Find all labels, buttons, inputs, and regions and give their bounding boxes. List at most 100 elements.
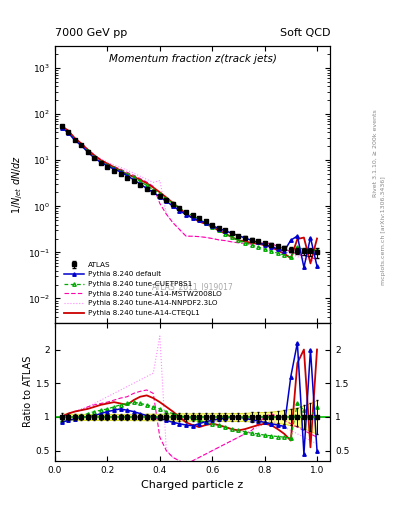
Pythia 8.240 tune-A14-NNPDF2.3LO [269, 243, 274, 249]
Pythia 8.240 tune-A14-CTEQL1 [131, 174, 136, 180]
Pythia 8.240 tune-A14-MSTW2008LO [177, 226, 182, 232]
Pythia 8.240 tune-A14-MSTW2008LO [256, 240, 261, 246]
Pythia 8.240 tune-A14-NNPDF2.3LO [99, 156, 103, 162]
Pythia 8.240 default [66, 130, 70, 136]
Pythia 8.240 default [158, 194, 162, 200]
Pythia 8.240 tune-A14-NNPDF2.3LO [105, 159, 110, 165]
Pythia 8.240 tune-A14-MSTW2008LO [131, 172, 136, 178]
Pythia 8.240 tune-A14-MSTW2008LO [72, 135, 77, 141]
Line: Pythia 8.240 tune-CUETP8S1: Pythia 8.240 tune-CUETP8S1 [60, 125, 319, 259]
Pythia 8.240 default [242, 235, 247, 241]
Pythia 8.240 tune-A14-MSTW2008LO [92, 152, 97, 158]
Pythia 8.240 default [92, 155, 97, 161]
Pythia 8.240 default [105, 163, 110, 169]
Pythia 8.240 tune-A14-NNPDF2.3LO [210, 236, 215, 242]
Pythia 8.240 tune-CUETP8S1 [301, 246, 306, 252]
Pythia 8.240 tune-A14-CTEQL1 [184, 210, 188, 217]
Pythia 8.240 tune-CUETP8S1 [59, 124, 64, 130]
Pythia 8.240 default [308, 234, 313, 241]
Pythia 8.240 tune-CUETP8S1 [236, 237, 241, 243]
Pythia 8.240 tune-A14-CTEQL1 [288, 255, 293, 261]
Pythia 8.240 tune-A14-CTEQL1 [210, 224, 215, 230]
Pythia 8.240 tune-A14-MSTW2008LO [249, 241, 254, 247]
Pythia 8.240 tune-A14-MSTW2008LO [262, 240, 267, 246]
Pythia 8.240 tune-A14-NNPDF2.3LO [138, 173, 143, 179]
Pythia 8.240 tune-A14-CTEQL1 [217, 227, 221, 233]
Pythia 8.240 tune-A14-CTEQL1 [269, 244, 274, 250]
Pythia 8.240 tune-A14-NNPDF2.3LO [295, 253, 300, 260]
Pythia 8.240 default [262, 242, 267, 248]
Pythia 8.240 tune-A14-NNPDF2.3LO [217, 237, 221, 243]
Line: Pythia 8.240 default: Pythia 8.240 default [60, 126, 319, 269]
Pythia 8.240 tune-CUETP8S1 [282, 252, 286, 258]
Pythia 8.240 tune-A14-NNPDF2.3LO [262, 242, 267, 248]
Pythia 8.240 tune-A14-NNPDF2.3LO [288, 251, 293, 257]
Pythia 8.240 default [288, 237, 293, 243]
Pythia 8.240 tune-CUETP8S1 [210, 224, 215, 230]
Pythia 8.240 tune-CUETP8S1 [288, 254, 293, 260]
Pythia 8.240 tune-A14-CTEQL1 [112, 164, 116, 170]
Pythia 8.240 tune-A14-NNPDF2.3LO [197, 233, 202, 240]
Pythia 8.240 tune-A14-CTEQL1 [315, 236, 320, 242]
Pythia 8.240 tune-A14-MSTW2008LO [242, 240, 247, 246]
Pythia 8.240 tune-CUETP8S1 [295, 244, 300, 250]
Pythia 8.240 tune-A14-NNPDF2.3LO [131, 170, 136, 176]
Pythia 8.240 tune-A14-MSTW2008LO [105, 160, 110, 166]
Pythia 8.240 tune-A14-NNPDF2.3LO [144, 176, 149, 182]
Text: ATLAS_2011_I919017: ATLAS_2011_I919017 [152, 282, 233, 291]
X-axis label: Charged particle z: Charged particle z [141, 480, 244, 490]
Text: Rivet 3.1.10, ≥ 200k events: Rivet 3.1.10, ≥ 200k events [373, 110, 378, 198]
Pythia 8.240 tune-A14-NNPDF2.3LO [275, 245, 280, 251]
Pythia 8.240 tune-A14-CTEQL1 [197, 219, 202, 225]
Pythia 8.240 default [315, 263, 320, 269]
Line: Pythia 8.240 tune-A14-MSTW2008LO: Pythia 8.240 tune-A14-MSTW2008LO [62, 126, 317, 260]
Pythia 8.240 tune-A14-MSTW2008LO [315, 257, 320, 263]
Pythia 8.240 tune-A14-CTEQL1 [79, 140, 84, 146]
Pythia 8.240 tune-A14-CTEQL1 [177, 205, 182, 211]
Pythia 8.240 tune-CUETP8S1 [105, 162, 110, 168]
Pythia 8.240 default [125, 173, 129, 179]
Pythia 8.240 tune-A14-NNPDF2.3LO [85, 146, 90, 153]
Pythia 8.240 tune-A14-NNPDF2.3LO [223, 238, 228, 244]
Text: Soft QCD: Soft QCD [280, 28, 330, 38]
Pythia 8.240 tune-A14-MSTW2008LO [144, 179, 149, 185]
Pythia 8.240 tune-CUETP8S1 [217, 227, 221, 233]
Pythia 8.240 tune-A14-CTEQL1 [275, 247, 280, 253]
Pythia 8.240 tune-A14-MSTW2008LO [282, 246, 286, 252]
Pythia 8.240 tune-A14-MSTW2008LO [295, 251, 300, 257]
Pythia 8.240 tune-A14-CTEQL1 [99, 157, 103, 163]
Pythia 8.240 default [164, 198, 169, 204]
Pythia 8.240 tune-A14-NNPDF2.3LO [236, 240, 241, 246]
Pythia 8.240 tune-A14-CTEQL1 [223, 230, 228, 237]
Pythia 8.240 tune-CUETP8S1 [190, 212, 195, 219]
Pythia 8.240 tune-CUETP8S1 [118, 168, 123, 174]
Pythia 8.240 tune-A14-NNPDF2.3LO [158, 178, 162, 184]
Pythia 8.240 tune-A14-MSTW2008LO [85, 146, 90, 153]
Pythia 8.240 default [184, 211, 188, 218]
Pythia 8.240 tune-A14-CTEQL1 [151, 184, 156, 190]
Pythia 8.240 default [131, 177, 136, 183]
Pythia 8.240 tune-A14-NNPDF2.3LO [315, 260, 320, 266]
Pythia 8.240 tune-A14-CTEQL1 [66, 127, 70, 134]
Pythia 8.240 tune-CUETP8S1 [138, 178, 143, 184]
Pythia 8.240 default [112, 166, 116, 173]
Pythia 8.240 tune-A14-NNPDF2.3LO [92, 152, 97, 158]
Pythia 8.240 default [269, 244, 274, 250]
Pythia 8.240 tune-A14-CTEQL1 [85, 147, 90, 153]
Pythia 8.240 tune-A14-NNPDF2.3LO [230, 239, 234, 245]
Pythia 8.240 tune-A14-MSTW2008LO [99, 157, 103, 163]
Pythia 8.240 tune-A14-NNPDF2.3LO [256, 241, 261, 247]
Pythia 8.240 tune-A14-CTEQL1 [144, 180, 149, 186]
Pythia 8.240 default [171, 203, 175, 209]
Pythia 8.240 tune-CUETP8S1 [249, 242, 254, 248]
Pythia 8.240 tune-CUETP8S1 [171, 200, 175, 206]
Pythia 8.240 tune-CUETP8S1 [85, 148, 90, 154]
Pythia 8.240 tune-CUETP8S1 [158, 191, 162, 197]
Pythia 8.240 tune-CUETP8S1 [269, 248, 274, 254]
Pythia 8.240 tune-A14-CTEQL1 [262, 242, 267, 248]
Pythia 8.240 tune-A14-NNPDF2.3LO [242, 240, 247, 246]
Line: Pythia 8.240 tune-A14-NNPDF2.3LO: Pythia 8.240 tune-A14-NNPDF2.3LO [62, 126, 317, 263]
Pythia 8.240 tune-A14-NNPDF2.3LO [164, 211, 169, 217]
Pythia 8.240 tune-A14-MSTW2008LO [112, 164, 116, 170]
Pythia 8.240 tune-A14-CTEQL1 [158, 189, 162, 196]
